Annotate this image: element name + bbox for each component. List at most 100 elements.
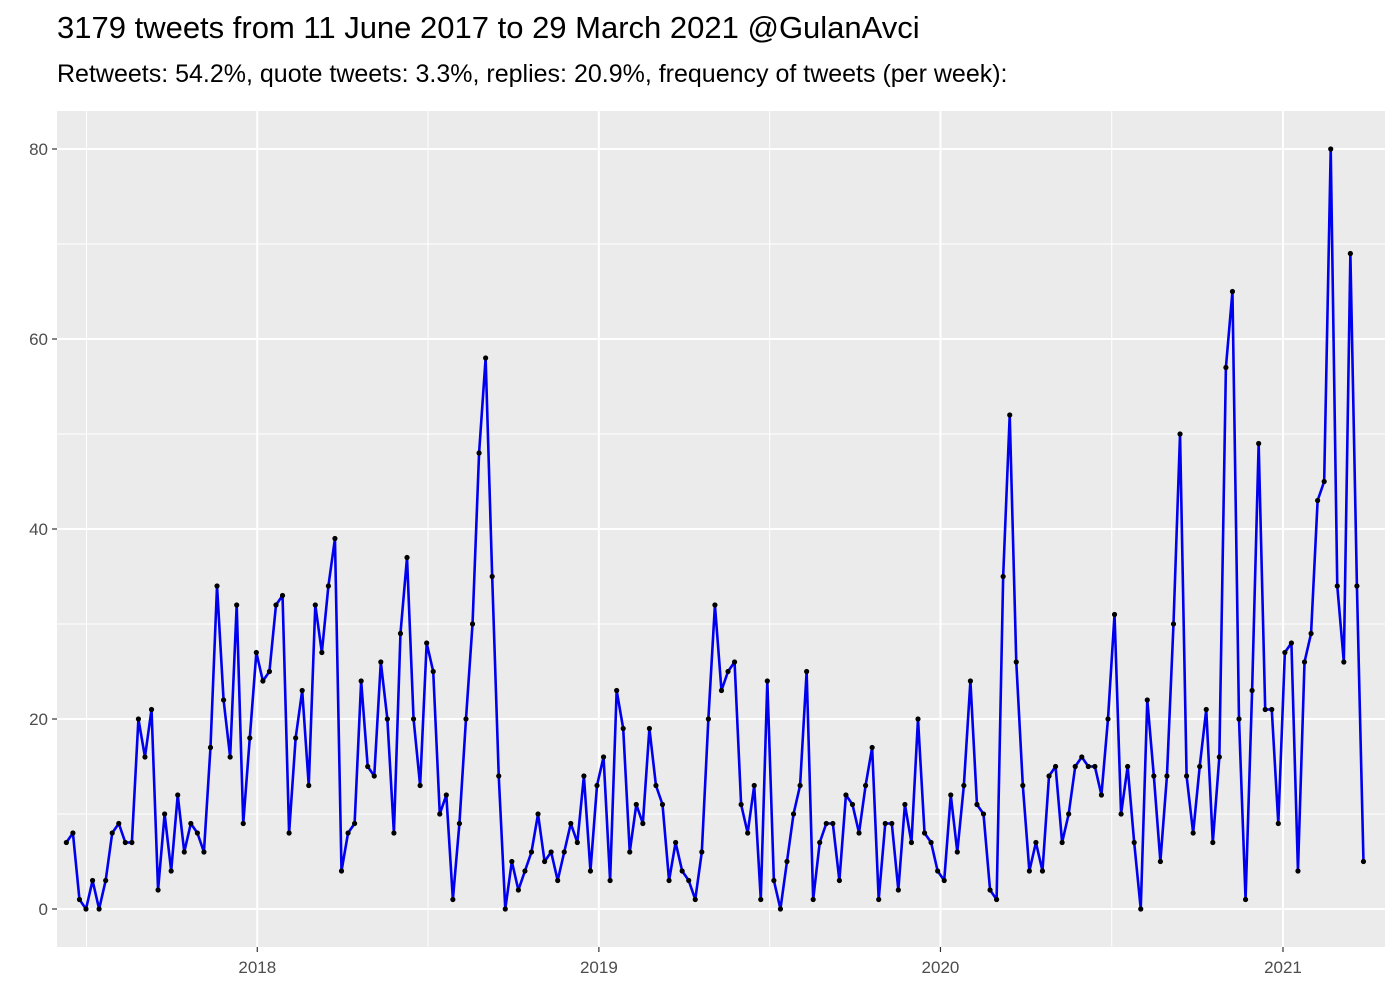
y-tick-label: 40 [29, 520, 48, 539]
data-point [1197, 763, 1203, 770]
data-point [220, 697, 227, 703]
data-point [1177, 431, 1183, 437]
data-point [1039, 868, 1046, 874]
data-point [620, 725, 626, 732]
data-point [194, 830, 200, 836]
data-point [227, 754, 233, 760]
data-point [397, 630, 404, 637]
data-point [83, 906, 89, 912]
data-point [1321, 478, 1327, 485]
data-point [627, 849, 633, 855]
data-point [967, 678, 974, 684]
data-point [607, 877, 613, 884]
data-point [994, 896, 1000, 903]
data-point [751, 782, 757, 789]
data-point [489, 573, 495, 580]
data-point [718, 687, 725, 694]
data-point [1315, 497, 1321, 504]
data-point [541, 858, 548, 865]
data-point [1098, 792, 1105, 798]
data-point [856, 830, 862, 836]
data-point [1249, 687, 1255, 694]
data-point [240, 820, 246, 827]
data-point [679, 868, 685, 874]
x-tick-label: 2021 [1264, 958, 1302, 977]
data-point [528, 849, 535, 855]
data-point [404, 554, 410, 561]
data-point [116, 820, 122, 827]
data-point [155, 887, 161, 893]
data-point [738, 801, 744, 808]
data-point [306, 782, 312, 789]
data-point [148, 706, 155, 713]
data-point [581, 773, 587, 779]
data-point [437, 811, 443, 817]
data-point [954, 849, 960, 855]
data-point [1347, 250, 1353, 257]
data-point [162, 811, 168, 817]
data-point [692, 896, 698, 903]
data-point [1020, 782, 1026, 789]
data-point [836, 877, 842, 884]
data-point [587, 868, 594, 874]
data-point [1138, 906, 1144, 912]
data-point [1203, 706, 1209, 713]
x-tick-label: 2018 [238, 958, 276, 977]
data-point [673, 839, 679, 846]
data-point [686, 877, 692, 884]
data-point [1256, 440, 1262, 447]
data-point [253, 649, 259, 656]
data-point [1269, 706, 1275, 713]
data-point [96, 906, 102, 912]
data-point [1007, 412, 1013, 418]
data-point [921, 830, 928, 836]
data-point [443, 792, 449, 798]
data-point [594, 782, 600, 789]
data-point [424, 640, 430, 646]
data-point [699, 849, 705, 855]
data-points [63, 146, 1367, 912]
data-point [764, 678, 770, 684]
data-point [1000, 573, 1006, 580]
data-point [561, 849, 567, 855]
data-point [1079, 754, 1085, 760]
data-point [705, 716, 711, 722]
data-point [319, 649, 325, 656]
data-point [790, 811, 797, 817]
data-point [1275, 820, 1281, 827]
data-point [1184, 773, 1190, 779]
data-point [1151, 773, 1157, 779]
data-point [273, 602, 279, 608]
data-point [260, 678, 266, 684]
data-point [188, 820, 194, 827]
data-point [1085, 763, 1091, 770]
data-point [961, 782, 967, 789]
data-point [456, 820, 463, 827]
data-point [974, 801, 980, 808]
data-point [843, 792, 849, 798]
data-point [1059, 839, 1065, 846]
data-point [502, 906, 508, 912]
data-point [293, 735, 299, 741]
data-point [483, 355, 489, 361]
data-point [247, 735, 253, 741]
data-point [876, 896, 882, 903]
data-point [417, 782, 423, 789]
data-point [574, 839, 580, 846]
data-point [476, 450, 482, 456]
data-point [70, 830, 76, 836]
data-point [384, 716, 390, 722]
data-point [129, 839, 135, 846]
data-point [1072, 763, 1078, 770]
data-point [745, 830, 751, 836]
data-point [1118, 811, 1124, 817]
data-point [430, 668, 436, 675]
data-point [889, 820, 895, 827]
data-point [771, 877, 777, 884]
data-point [731, 659, 738, 665]
data-point [804, 668, 810, 675]
data-point [817, 839, 823, 846]
data-point [535, 811, 541, 817]
data-point [1242, 896, 1249, 903]
